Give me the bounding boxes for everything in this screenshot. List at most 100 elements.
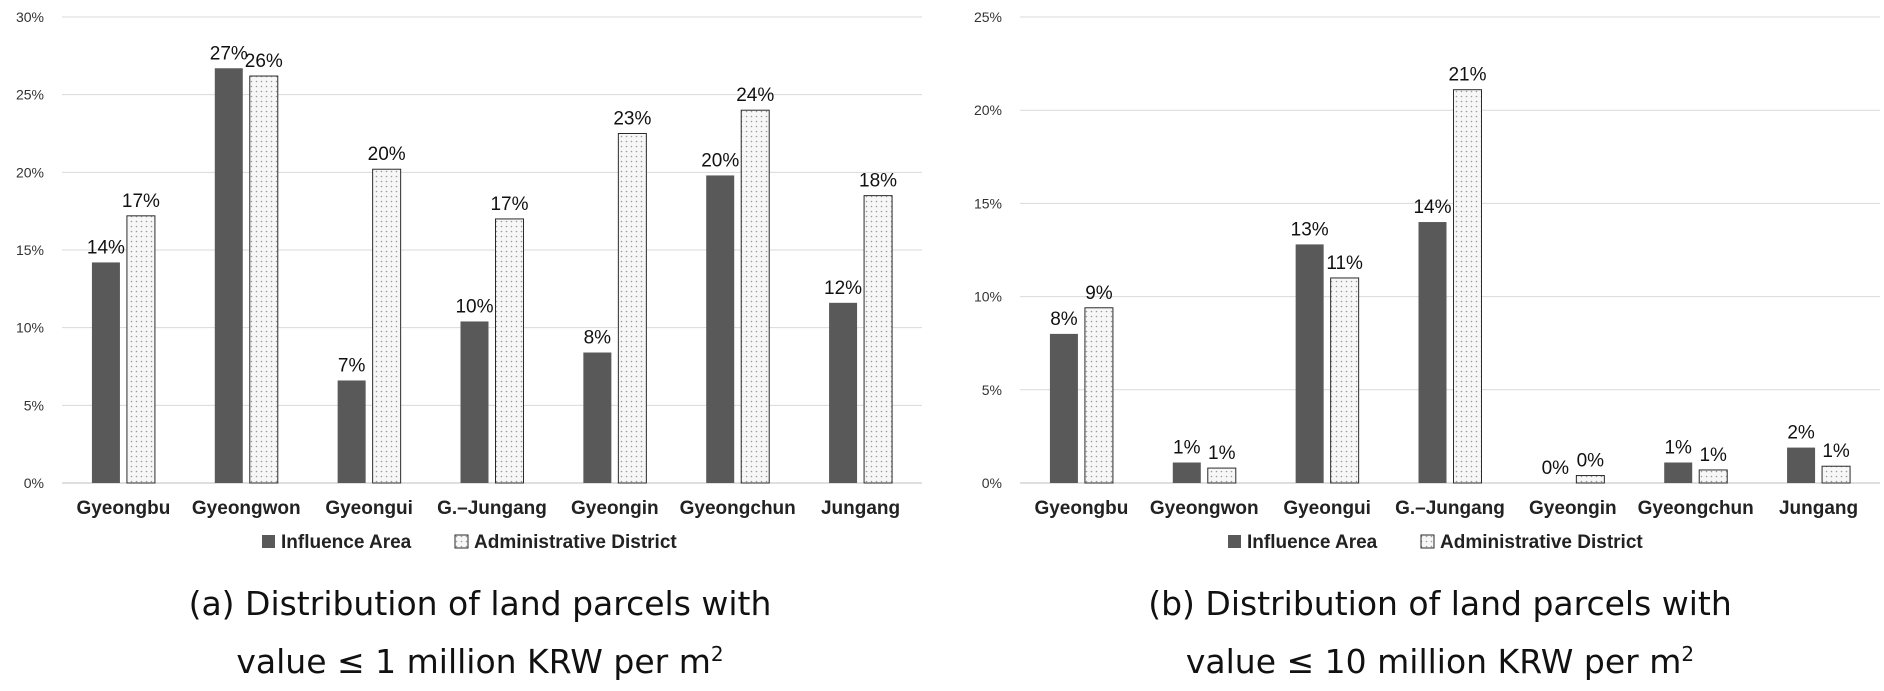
y-tick-label-b: 25% [974,9,1002,25]
y-tick-label-a: 30% [16,9,44,25]
data-label-administrative-district-a: 24% [736,85,774,106]
caption-a-line1: (a) Distribution of land parcels with [188,584,772,623]
chart-a: 0% 5% 10% 15% 20% 25% 30% 14% 17% Gyeongbu 27%26% G… [16,9,922,553]
x-category-label-b: Gyeongchun [1638,498,1754,519]
legend-label-administrative-district-a: Administrative District [474,532,677,553]
data-label-influence-area-a: 10% [455,296,493,317]
data-label-influence-area-a: 14% [87,237,125,258]
legend-label-influence-area-b: Influence Area [1247,532,1378,553]
data-label-administrative-district-a: 20% [368,144,406,165]
bar-influence-area-a [91,262,120,483]
bar-administrative-district-a [740,109,770,484]
bar-administrative-district-b [1207,467,1237,484]
x-category-label-a: Gyeongbu [76,498,170,519]
x-category-label-a: Gyeongchun [680,498,796,519]
x-category-label-a: G.–Jungang [437,498,547,519]
bar-influence-area-a [829,302,858,483]
bar-administrative-district-b [1084,307,1114,484]
bar-administrative-district-a [863,195,893,484]
x-category-label-b: Gyeongbu [1034,498,1128,519]
bar-influence-area-a [706,175,735,483]
caption-a-line2-text: value ≤ 1 million KRW per m [236,642,711,681]
data-label-influence-area-b: 2% [1787,423,1815,444]
legend-swatch-administrative-district-a [454,534,469,549]
data-label-influence-area-a: 7% [338,355,366,376]
data-label-influence-area-b: 0% [1542,458,1570,479]
bar-administrative-district-a [126,215,156,484]
data-label-influence-area-b: 13% [1291,219,1329,240]
data-label-administrative-district-b: 1% [1699,445,1727,466]
data-label-administrative-district-a: 17% [122,191,160,212]
caption-b-line2: value ≤ 10 million KRW per m2 [1000,633,1880,691]
data-label-administrative-district-b: 1% [1822,441,1850,462]
x-category-label-a: Gyeongin [571,498,659,519]
data-label-administrative-district-b: 9% [1085,283,1113,304]
bar-administrative-district-a [372,168,402,484]
legend-label-influence-area-a: Influence Area [281,532,412,553]
data-label-influence-area-a: 27% [210,43,248,64]
bar-administrative-district-b [1821,465,1851,484]
data-label-influence-area-b: 14% [1413,197,1451,218]
bar-influence-area-b [1295,244,1324,483]
data-label-administrative-district-a: 26% [245,51,283,72]
caption-a: (a) Distribution of land parcels with va… [40,575,920,691]
y-tick-label-a: 10% [16,320,44,336]
y-tick-label-a: 15% [16,242,44,258]
bar-administrative-district-a [249,75,279,484]
y-tick-label-a: 0% [24,475,44,491]
data-label-administrative-district-a: 17% [490,194,528,215]
bar-influence-area-b [1664,462,1693,483]
data-label-administrative-district-b: 0% [1577,451,1605,472]
data-label-influence-area-a: 12% [824,278,862,299]
bar-influence-area-a [214,68,243,483]
data-label-administrative-district-b: 11% [1326,253,1363,274]
data-label-administrative-district-a: 23% [613,109,651,130]
x-category-label-b: Jungang [1779,498,1858,519]
charts-canvas: 0% 5% 10% 15% 20% 25% 30% 14% 17% Gyeongbu 27%26% G… [16,9,1880,553]
bar-administrative-district-a [617,133,647,484]
x-category-label-b: Gyeongui [1283,498,1371,519]
bar-influence-area-b [1049,333,1078,483]
caption-a-sup: 2 [710,642,724,666]
legend-swatch-administrative-district-b [1420,534,1435,549]
bar-influence-area-a [583,352,612,483]
bar-administrative-district-a [495,218,524,484]
caption-b-line1: (b) Distribution of land parcels with [1148,584,1732,623]
bar-administrative-district-b [1698,469,1728,484]
legend-label-administrative-district-b: Administrative District [1440,532,1643,553]
bar-influence-area-b [1418,222,1447,484]
x-category-label-b: Gyeongwon [1150,498,1259,519]
caption-a-line2: value ≤ 1 million KRW per m2 [40,633,920,691]
bar-influence-area-a [460,321,489,483]
data-label-influence-area-b: 1% [1173,437,1201,458]
caption-b-sup: 2 [1681,642,1695,666]
chart-b: 0% 5% 10% 15% 20% 25% 8% 9% Gyeongbu 1% 1% Gyeongwo… [974,9,1880,553]
y-tick-label-a: 20% [16,164,44,180]
x-category-label-a: Gyeongui [325,498,413,519]
bar-administrative-district-b [1453,89,1482,484]
y-tick-label-b: 15% [974,195,1002,211]
y-tick-label-b: 0% [982,475,1002,491]
bar-administrative-district-b [1575,475,1605,484]
data-label-administrative-district-b: 1% [1208,443,1236,464]
bar-influence-area-b [1787,447,1816,483]
y-tick-label-b: 5% [982,382,1002,398]
bar-influence-area-a [337,380,366,483]
x-category-label-b: Gyeongin [1529,498,1617,519]
data-label-administrative-district-b: 21% [1448,65,1486,86]
data-label-influence-area-b: 8% [1050,309,1078,330]
bar-administrative-district-b [1330,277,1360,484]
x-category-label-a: Jungang [821,498,900,519]
legend-swatch-influence-area-a [262,535,275,548]
data-label-administrative-district-a: 18% [859,171,897,192]
caption-b-line2-text: value ≤ 10 million KRW per m [1185,642,1682,681]
data-label-influence-area-b: 1% [1664,437,1692,458]
legend-swatch-influence-area-b [1228,535,1241,548]
data-label-influence-area-a: 8% [584,328,612,349]
y-tick-label-a: 25% [16,87,44,103]
x-category-label-b: G.–Jungang [1395,498,1505,519]
data-label-influence-area-a: 20% [701,150,739,171]
x-category-label-a: Gyeongwon [192,498,301,519]
y-tick-label-b: 10% [974,289,1002,305]
bar-influence-area-b [1172,462,1201,483]
